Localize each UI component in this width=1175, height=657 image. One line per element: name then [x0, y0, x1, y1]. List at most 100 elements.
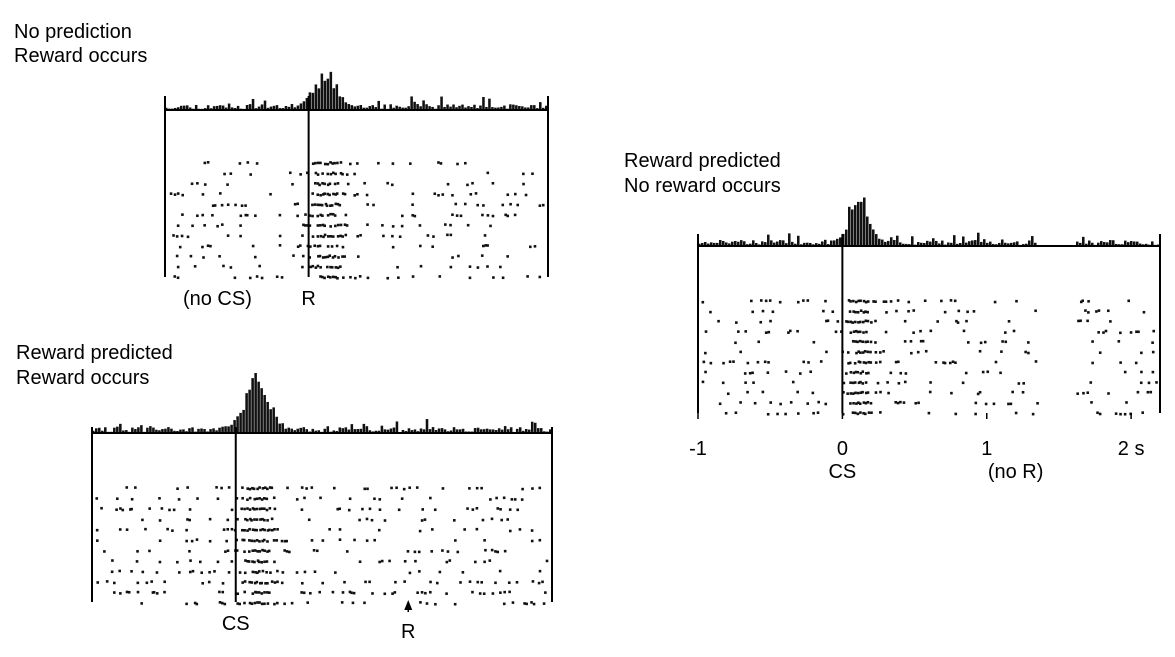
raster-spike — [413, 214, 417, 218]
panel-no-prediction: No prediction Reward occurs (no CS) R — [14, 21, 549, 310]
reward-arrow-icon — [404, 600, 413, 610]
raster-spike — [377, 161, 380, 165]
psth-bin — [530, 105, 533, 110]
psth-bin — [518, 106, 521, 110]
raster-spike — [251, 486, 254, 490]
raster-spike — [753, 401, 757, 405]
psth-bin — [1145, 243, 1148, 246]
raster-spike — [278, 244, 282, 247]
psth-bin — [824, 239, 827, 246]
raster-spike — [326, 183, 330, 187]
raster-spike — [471, 508, 475, 511]
raster-spike — [852, 392, 855, 395]
raster-spike — [951, 360, 955, 364]
raster-spike — [1084, 309, 1087, 312]
raster-spike — [258, 601, 261, 604]
psth-bin — [212, 106, 216, 110]
raster-spike — [311, 235, 315, 238]
psth-bin — [221, 426, 224, 433]
raster-spike — [186, 486, 189, 489]
raster-spike — [306, 224, 309, 227]
raster-spike — [185, 528, 188, 532]
raster-spike — [265, 560, 269, 563]
raster-spike — [424, 591, 427, 595]
raster-spike — [166, 527, 169, 531]
raster-spike — [258, 507, 262, 511]
psth-bin — [503, 105, 506, 110]
psth-bin — [953, 235, 956, 246]
raster-spike — [480, 486, 483, 490]
raster-spike — [1136, 390, 1140, 394]
raster-spike — [879, 411, 882, 414]
raster-spike — [419, 264, 423, 268]
raster-spike — [846, 392, 849, 395]
psth-bin — [986, 242, 989, 246]
raster-spike — [333, 214, 337, 217]
raster-spike — [378, 498, 382, 501]
psth-bin — [461, 104, 464, 110]
psth-bin — [905, 243, 908, 246]
raster-spike — [272, 496, 276, 500]
raster-spike — [211, 204, 215, 208]
raster-spike — [248, 508, 252, 511]
raster-spike — [1119, 331, 1122, 335]
raster-spike — [864, 391, 868, 395]
raster-spike — [266, 519, 269, 522]
psth-bin — [341, 428, 345, 433]
psth-bin — [203, 429, 206, 433]
raster-spike — [887, 391, 890, 395]
raster-spike — [394, 580, 397, 584]
raster-spike — [270, 486, 274, 490]
raster-spike — [155, 592, 159, 595]
raster-spike — [864, 310, 867, 314]
raster-spike — [329, 235, 333, 238]
raster-spike — [466, 183, 469, 187]
raster-spike — [344, 213, 348, 217]
raster-spike — [310, 539, 314, 542]
raster-spike — [494, 550, 497, 553]
raster-spike — [433, 192, 437, 196]
psth-bin — [146, 427, 149, 433]
raster-spike — [316, 182, 320, 185]
raster-spike — [859, 351, 862, 355]
psth-bin — [164, 428, 167, 433]
psth-bin — [728, 243, 731, 246]
raster-spike — [852, 371, 856, 375]
psth-bin — [383, 429, 387, 433]
psth-bin — [332, 88, 336, 110]
raster-spike — [246, 560, 249, 563]
psth-bin — [704, 241, 707, 246]
psth-bin — [896, 235, 899, 246]
raster-spike — [266, 550, 269, 553]
raster-spike — [419, 244, 422, 248]
raster-spike — [852, 330, 856, 334]
raster-spike — [236, 602, 239, 605]
psth-bin — [443, 429, 447, 433]
raster-spike — [857, 299, 861, 303]
raster-spike — [248, 487, 252, 491]
psth-bin — [227, 426, 230, 433]
raster-spike — [1004, 331, 1007, 334]
raster-spike — [202, 256, 205, 259]
raster-spike — [321, 214, 324, 217]
raster-spike — [341, 192, 345, 195]
psth-bin — [245, 393, 248, 433]
raster-spike — [974, 412, 977, 416]
raster-spike — [155, 571, 159, 574]
psth-bin — [770, 240, 773, 246]
raster-spike — [322, 235, 325, 239]
raster-spike — [482, 592, 486, 596]
raster-spike — [332, 192, 335, 196]
raster-spike — [331, 235, 335, 238]
raster-spike — [771, 310, 775, 314]
raster-spike — [806, 402, 810, 405]
raster-spike — [746, 361, 750, 365]
psth-bin — [713, 242, 716, 246]
psth-bin — [869, 223, 872, 246]
psth-bin — [974, 240, 977, 246]
raster-spike — [306, 601, 310, 604]
raster-spike — [858, 402, 862, 406]
raster-spike — [141, 518, 144, 522]
raster-spike — [226, 183, 229, 186]
raster-spike — [268, 591, 271, 594]
